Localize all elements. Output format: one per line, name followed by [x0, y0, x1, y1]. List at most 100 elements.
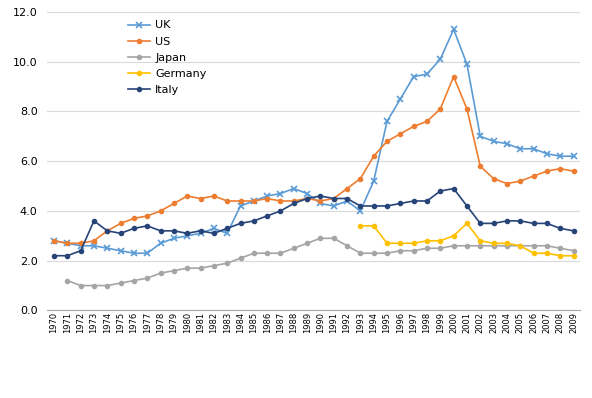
US [450, 74, 457, 79]
Germany [397, 241, 404, 246]
Japan [477, 244, 484, 248]
US [397, 131, 404, 136]
US [277, 199, 284, 203]
UK [64, 241, 71, 246]
Germany [450, 233, 457, 238]
US [117, 221, 124, 226]
Italy [503, 219, 510, 223]
US [464, 107, 471, 111]
US [410, 124, 417, 129]
Italy [397, 201, 404, 206]
UK [397, 97, 404, 101]
UK [370, 179, 377, 183]
UK [464, 62, 471, 66]
UK [343, 199, 350, 203]
UK [290, 186, 297, 191]
Italy [157, 228, 164, 233]
Japan [543, 244, 551, 248]
Germany [423, 238, 430, 243]
Legend: UK, US, Japan, Germany, Italy: UK, US, Japan, Germany, Italy [127, 20, 207, 95]
Line: Italy: Italy [52, 187, 575, 258]
Japan [437, 246, 444, 251]
Italy [64, 254, 71, 258]
Italy [410, 199, 417, 203]
US [370, 154, 377, 159]
Germany [503, 241, 510, 246]
Italy [437, 189, 444, 193]
UK [517, 146, 524, 151]
US [77, 241, 84, 246]
Italy [543, 221, 551, 226]
Italy [490, 221, 497, 226]
Italy [237, 221, 244, 226]
Germany [357, 224, 364, 228]
Italy [91, 219, 98, 223]
UK [210, 226, 217, 231]
Germany [530, 251, 537, 256]
Italy [423, 199, 430, 203]
Italy [450, 186, 457, 191]
Italy [357, 204, 364, 209]
Japan [224, 261, 231, 265]
Japan [530, 244, 537, 248]
UK [117, 248, 124, 253]
US [50, 238, 57, 243]
UK [384, 119, 391, 124]
US [517, 179, 524, 183]
UK [250, 199, 258, 203]
Japan [517, 244, 524, 248]
UK [263, 194, 271, 199]
US [184, 194, 191, 199]
Germany [384, 241, 391, 246]
Japan [343, 244, 350, 248]
Japan [91, 283, 98, 288]
UK [77, 244, 84, 248]
UK [437, 57, 444, 62]
Italy [184, 231, 191, 236]
UK [130, 251, 137, 256]
Line: UK: UK [52, 27, 576, 256]
Germany [543, 251, 551, 256]
UK [144, 251, 151, 256]
Germany [464, 221, 471, 226]
Japan [117, 281, 124, 285]
Italy [144, 224, 151, 228]
Italy [477, 221, 484, 226]
UK [477, 134, 484, 139]
Italy [263, 213, 271, 218]
UK [423, 72, 430, 76]
Japan [570, 248, 577, 253]
UK [184, 233, 191, 238]
Italy [104, 228, 111, 233]
UK [91, 244, 98, 248]
Japan [397, 248, 404, 253]
Italy [384, 204, 391, 209]
Japan [250, 251, 258, 256]
Germany [410, 241, 417, 246]
Germany [517, 244, 524, 248]
US [330, 196, 337, 201]
UK [450, 27, 457, 32]
Germany [437, 238, 444, 243]
Japan [370, 251, 377, 256]
Japan [130, 278, 137, 283]
Line: Germany: Germany [358, 221, 575, 258]
UK [410, 74, 417, 79]
US [210, 194, 217, 199]
Japan [556, 246, 564, 251]
UK [503, 141, 510, 146]
Japan [184, 266, 191, 271]
US [477, 164, 484, 169]
Japan [357, 251, 364, 256]
UK [530, 146, 537, 151]
Japan [317, 236, 324, 241]
Italy [50, 254, 57, 258]
Japan [170, 268, 178, 273]
Japan [304, 241, 311, 246]
US [250, 199, 258, 203]
Italy [570, 228, 577, 233]
UK [543, 151, 551, 156]
Italy [317, 194, 324, 199]
UK [50, 238, 57, 243]
Italy [277, 209, 284, 213]
